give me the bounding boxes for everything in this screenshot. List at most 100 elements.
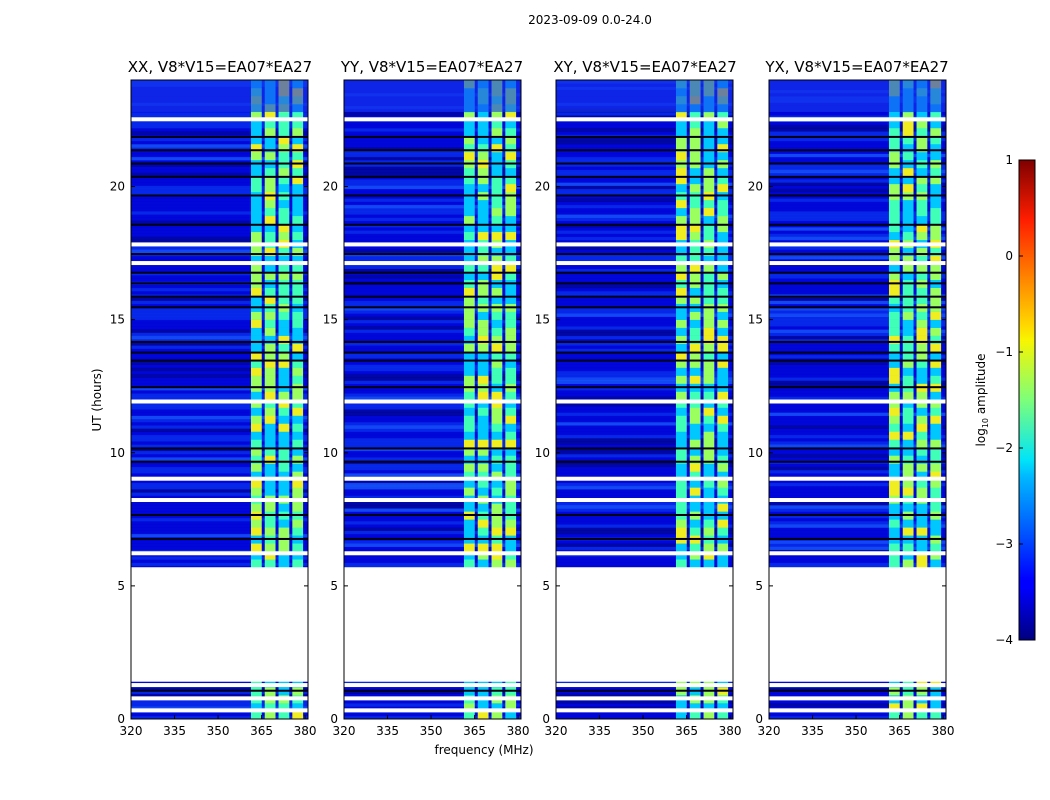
noise-row	[556, 520, 733, 525]
band-cell	[292, 423, 304, 432]
band-cell	[278, 183, 290, 193]
noise-row	[344, 418, 521, 423]
band-cell	[264, 271, 276, 280]
band-cell	[717, 399, 729, 408]
noise-row	[556, 131, 733, 135]
band-cell	[888, 375, 900, 384]
flag-line-dark	[769, 194, 946, 197]
noise-row	[769, 143, 946, 148]
flag-line-dark	[769, 537, 946, 540]
x-tick-label: 380	[719, 724, 742, 738]
band-cell	[463, 183, 475, 193]
noise-row	[769, 364, 946, 369]
noise-row	[344, 495, 521, 500]
band-cell	[491, 391, 503, 400]
noise-row	[344, 687, 521, 691]
band-cell	[250, 271, 262, 280]
band-cell	[491, 375, 503, 384]
flag-line-dark	[556, 359, 733, 362]
flag-line-white	[556, 683, 733, 688]
flag-line-dark	[556, 135, 733, 138]
band-cell	[278, 351, 290, 360]
noise-row	[556, 258, 733, 263]
band-cell	[505, 327, 517, 336]
band-cell	[250, 199, 262, 209]
band-cell	[250, 439, 262, 448]
band-cell	[292, 439, 304, 448]
band-cell	[703, 295, 715, 304]
band-cell	[675, 255, 687, 265]
noise-row	[556, 172, 733, 177]
band-cell	[916, 223, 928, 233]
flag-line-dark	[344, 271, 521, 274]
band-cell	[916, 231, 928, 241]
band-cell	[717, 407, 729, 416]
band-cell	[675, 215, 687, 225]
band-cell	[264, 415, 276, 424]
band-cell	[264, 407, 276, 416]
y-tick-label: 10	[110, 446, 125, 460]
band-cell	[689, 127, 701, 137]
band-cell	[717, 447, 729, 456]
band-cell	[505, 407, 517, 416]
noise-row	[131, 297, 308, 301]
noise-row	[556, 217, 733, 222]
band-cell	[689, 391, 701, 400]
band-cell	[930, 455, 942, 464]
band-cell	[491, 423, 503, 432]
noise-row	[556, 214, 733, 218]
band-cell	[505, 143, 517, 153]
band-cell	[888, 143, 900, 153]
band-cell	[717, 183, 729, 193]
band-cell	[250, 263, 262, 272]
band-cell	[930, 167, 942, 177]
noise-row	[769, 239, 946, 244]
band-cell	[902, 447, 914, 456]
noise-row	[556, 290, 733, 295]
band-cell	[292, 319, 304, 328]
band-cell	[278, 391, 290, 400]
noise-row	[131, 226, 308, 231]
band-cell	[916, 287, 928, 296]
band-cell	[675, 199, 687, 209]
noise-row	[769, 201, 946, 206]
noise-row	[769, 300, 946, 305]
noise-row	[769, 482, 946, 487]
band-cell	[477, 287, 489, 296]
band-cell	[264, 359, 276, 368]
noise-row	[769, 690, 946, 694]
band-cell	[491, 127, 503, 137]
band-cell	[916, 295, 928, 304]
noise-row	[344, 373, 521, 378]
band-cell	[505, 527, 517, 536]
band-cell	[902, 231, 914, 241]
noise-row	[344, 169, 521, 174]
noise-row	[344, 396, 521, 400]
band-cell	[888, 255, 900, 265]
noise-row	[344, 405, 521, 410]
band-cell	[689, 455, 701, 464]
band-cell	[675, 519, 687, 528]
y-tick-label: 5	[117, 579, 125, 593]
flag-line-dark	[769, 386, 946, 389]
band-cell	[491, 559, 503, 568]
band-cell	[264, 711, 276, 720]
band-cell	[689, 711, 701, 720]
band-cell	[250, 527, 262, 536]
noise-row	[769, 290, 946, 295]
band-cell	[916, 407, 928, 416]
noise-row	[344, 469, 521, 474]
noise-row	[344, 278, 521, 282]
colorbar-tick-label: −3	[995, 537, 1013, 551]
noise-row	[556, 166, 733, 170]
noise-row	[344, 444, 521, 448]
band-cell	[278, 223, 290, 233]
band-cell	[689, 295, 701, 304]
noise-row	[131, 508, 308, 512]
band-cell	[250, 119, 262, 129]
noise-row	[556, 437, 733, 442]
noise-row	[131, 127, 308, 132]
noise-row	[344, 310, 521, 314]
noise-row	[556, 121, 733, 126]
